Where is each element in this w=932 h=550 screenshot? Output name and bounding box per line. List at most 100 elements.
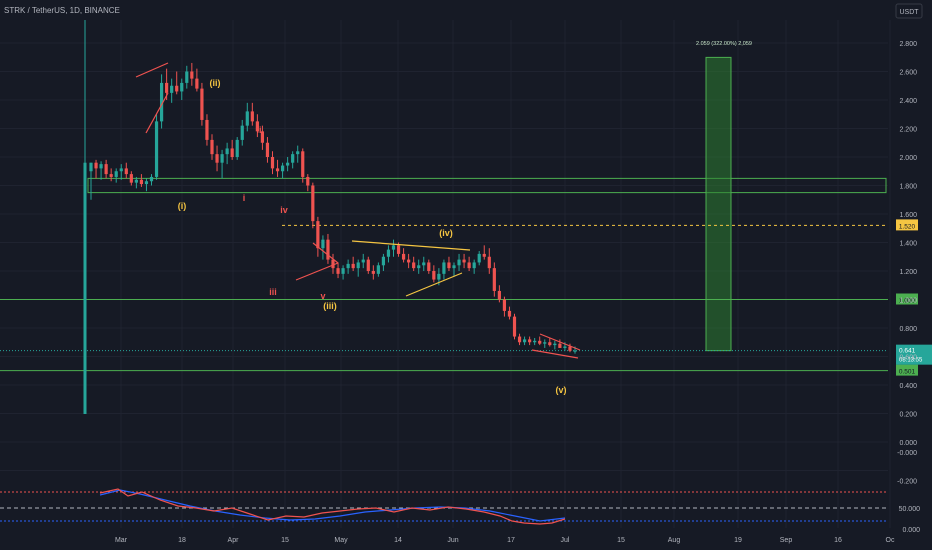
time-tick-label: Mar [115,537,128,544]
chart-title: STRK / TetherUS, 1D, BINANCE [4,6,120,15]
wave-label: ii [256,125,261,135]
candle-body [210,139,214,155]
candle-body [195,78,199,89]
wedge-line [145,92,169,134]
time-tick-label: Apr [228,537,240,544]
price-tick-label: -0.000 [897,450,917,457]
candle-body [568,346,572,351]
price-tick-label: 2.000 [899,155,917,162]
candle-body [417,265,421,269]
candle-body [381,256,386,266]
price-tick-label: 2.200 [899,127,917,134]
candle-body [507,310,512,317]
candle-body [280,165,285,172]
candle-body [457,259,461,266]
price-tick-label: 1.600 [899,212,917,219]
candle-body [114,171,118,177]
candle-body [159,82,164,122]
candle-body [144,181,149,185]
time-tick-label: 14 [394,537,402,544]
time-tick-label: 17 [507,537,515,544]
rsi-level-label: 0.000 [902,527,920,534]
time-tick-label: 15 [617,537,625,544]
candle-body [522,339,527,343]
candle-body [99,164,103,169]
candle-body [371,271,375,274]
candle-body [548,342,552,346]
candle-body [573,350,577,352]
time-tick-label: 15 [281,537,289,544]
candle-body [538,340,542,344]
price-axis: 2.800 2.600 2.400 2.200 2.000 1.800 1.600 1.400… [897,41,917,485]
candle-body [502,299,507,311]
price-tick-label: -0.200 [897,478,917,485]
falling-wedge-line [531,349,579,359]
candle-body [563,346,567,348]
candle-body [346,263,350,269]
candle-body [291,154,295,163]
candle-body [109,174,113,177]
level-badge [896,293,918,305]
candle-body [301,151,305,177]
time-tick-label: Aug [668,537,681,544]
wave-label: (iv) [439,228,453,238]
candle-body [134,179,138,183]
listing-candle [83,162,87,414]
time-tick-label: 16 [834,537,842,544]
candle-body [245,111,249,126]
candle-body [321,239,325,249]
support-zone-box [87,177,887,194]
rsi-level-label: 50.000 [899,506,921,513]
candle-body [205,119,209,140]
candle-body [149,176,154,182]
candle-body [220,154,224,163]
candle-body [250,111,254,122]
candle-body [401,253,406,260]
rsi-level-bg [896,524,926,535]
time-axis: Mar 18 Apr 15 May 14 Jun 17 Jul 15 Aug 19 Sep 16 Oc [115,537,895,544]
candle-body [533,340,537,343]
candle-body [170,85,174,93]
triangle-line [351,240,471,251]
candle-body [487,256,491,269]
target-label: 2.059 (322.00%) 2,059 [696,41,752,47]
rsi-line [99,488,566,525]
level-badge [896,219,918,231]
candle-body [396,245,401,254]
price-tick-label: 0.000 [899,440,917,447]
price-tick-label: 1.200 [899,269,917,276]
flag-line [312,242,339,264]
currency-button[interactable]: USDT [895,3,923,19]
candle-body [260,131,265,143]
candle-body [427,262,431,271]
candle-body [336,268,340,274]
wave-label: iv [280,205,288,215]
candles-layer [83,20,577,414]
candle-body [154,121,159,177]
candle-body [94,162,98,169]
time-tick-label: May [334,537,348,544]
candle-body [366,259,370,271]
candle-body [356,262,360,269]
candle-body [139,179,144,185]
candle-body [477,253,481,263]
wave-label: iii [269,287,277,297]
price-tick-label: 2.800 [899,41,917,48]
candle-body [447,262,451,269]
wave-label: i [243,193,246,203]
candle-body [341,268,345,274]
candle-body [452,265,456,269]
candle-body [129,174,133,183]
candle-body [180,82,184,92]
candle-body [119,168,123,172]
price-tick-label: 0.200 [899,412,917,419]
candle-body [235,139,239,157]
current-price-badge [896,344,932,365]
candle-body [492,268,496,291]
time-tick-label: Oc [886,537,895,544]
candle-body [175,85,179,92]
wave-label: v [320,291,325,301]
candle-body [558,343,562,348]
price-tick-label: 2.400 [899,98,917,105]
candle-body [104,164,108,175]
